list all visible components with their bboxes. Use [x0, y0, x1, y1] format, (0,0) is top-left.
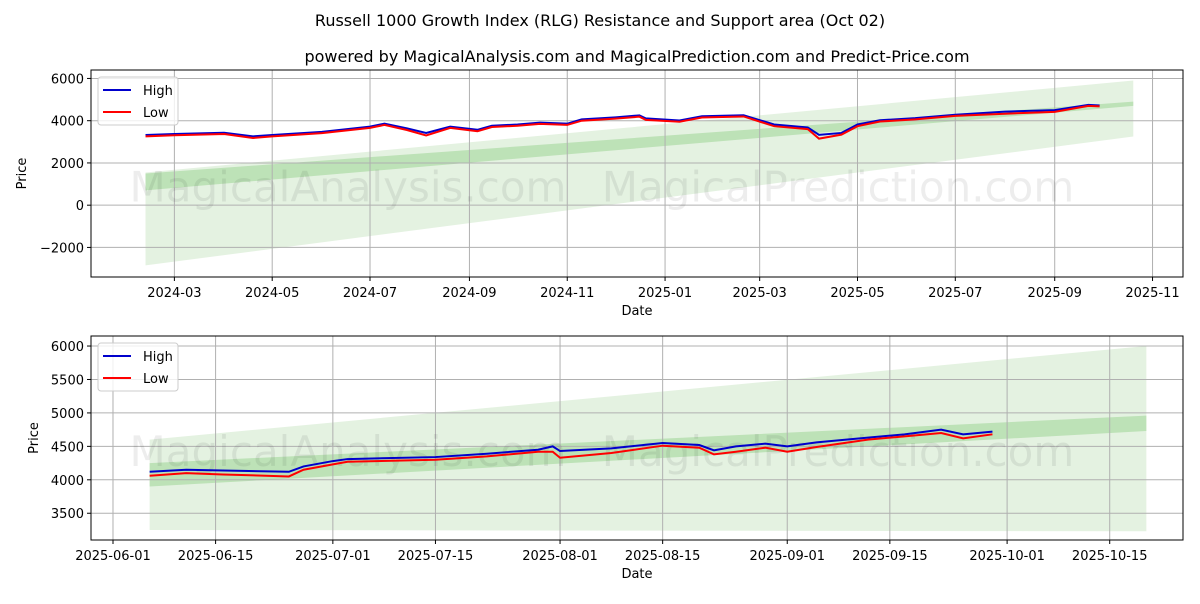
y-tick-label: 3500: [51, 507, 84, 522]
x-tick-label: 2025-07-01: [295, 549, 371, 564]
series-line-low: [149, 431, 993, 478]
legend-label: Low: [143, 372, 169, 387]
y-axis-label: Price: [15, 158, 30, 190]
x-tick-label: 2025-11: [1125, 286, 1179, 301]
x-axis-label: Date: [621, 304, 652, 319]
support-resistance-band: [149, 415, 1147, 487]
x-tick-label: 2024-03: [147, 286, 201, 301]
x-tick-label: 2025-05: [830, 286, 884, 301]
y-tick-label: 5500: [51, 373, 84, 388]
legend-label: High: [143, 350, 173, 365]
support-resistance-band: [145, 101, 1134, 191]
legend-label: Low: [143, 106, 169, 121]
series-line-high: [149, 428, 993, 473]
x-tick-label: 2025-09-15: [852, 549, 928, 564]
series-line-high: [145, 103, 1100, 138]
x-tick-label: 2025-03: [733, 286, 787, 301]
x-tick-label: 2025-06-01: [75, 549, 151, 564]
y-tick-label: 5000: [51, 407, 84, 422]
y-tick-label: 2000: [51, 157, 84, 172]
x-axis-label: Date: [621, 567, 652, 582]
x-tick-label: 2025-06-15: [178, 549, 254, 564]
x-tick-label: 2024-09: [442, 286, 496, 301]
chart-title: Russell 1000 Growth Index (RLG) Resistan…: [315, 11, 885, 30]
legend: High Low: [97, 76, 179, 126]
x-tick-label: 2025-07: [928, 286, 982, 301]
x-tick-label: 2025-10-15: [1072, 549, 1148, 564]
chart-subtitle: powered by MagicalAnalysis.com and Magic…: [304, 47, 969, 66]
plot-frame: [90, 335, 1184, 541]
series-line-low: [145, 104, 1100, 140]
watermark: MagicalPrediction.com: [602, 163, 1075, 212]
watermark: MagicalAnalysis.com: [130, 163, 567, 212]
x-tick-label: 2025-09-01: [749, 549, 825, 564]
x-tick-label: 2024-07: [343, 286, 397, 301]
y-tick-label: 4000: [51, 474, 84, 489]
x-tick-label: 2025-10-01: [969, 549, 1045, 564]
x-tick-label: 2025-01: [638, 286, 692, 301]
y-tick-label: 0: [76, 199, 84, 214]
y-axis-label: Price: [27, 422, 42, 454]
y-tick-label: 4500: [51, 440, 84, 455]
watermark: MagicalPrediction.com: [602, 427, 1075, 476]
x-tick-label: 2025-08-15: [625, 549, 701, 564]
x-tick-label: 2025-09: [1028, 286, 1082, 301]
chart-panel-1: 6000 4000 2000 0 −2000 2024-03 2024-05 2024-07 2…: [15, 69, 1184, 319]
prediction-band: [149, 346, 1147, 532]
watermark: MagicalAnalysis.com: [130, 427, 567, 476]
y-tick-label: 6000: [51, 72, 84, 87]
legend: High Low: [97, 342, 179, 392]
x-tick-label: 2024-05: [245, 286, 299, 301]
y-tick-label: 4000: [51, 115, 84, 130]
y-tick-label: 6000: [51, 340, 84, 355]
legend-label: High: [143, 84, 173, 99]
y-tick-label: −2000: [40, 241, 84, 256]
x-tick-label: 2025-08-01: [522, 549, 598, 564]
plot-frame: [90, 69, 1184, 278]
chart-panel-2: 6000 5500 5000 4500 4000 3500 2025-06-01 2025-0…: [27, 335, 1184, 582]
x-tick-label: 2024-11: [540, 286, 594, 301]
x-tick-label: 2025-07-15: [398, 549, 474, 564]
